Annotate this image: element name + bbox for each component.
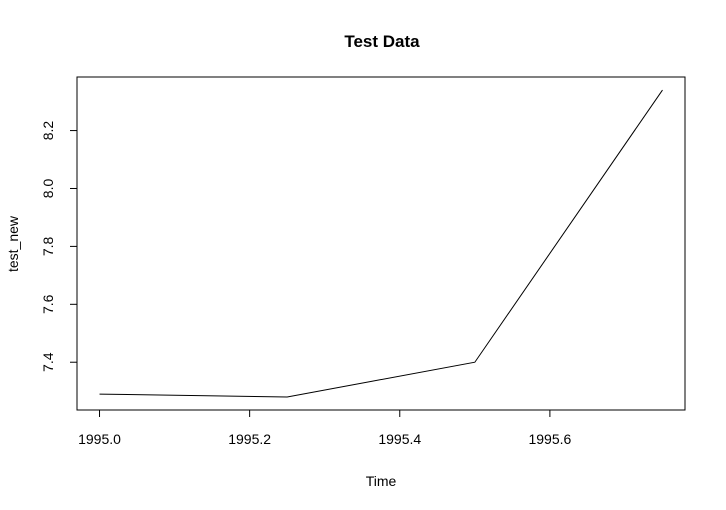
x-tick-label: 1995.0 [78, 431, 121, 447]
x-tick-label: 1995.2 [228, 431, 271, 447]
y-tick-label: 7.4 [40, 352, 56, 372]
y-tick-label: 7.6 [40, 294, 56, 314]
x-tick-label: 1995.4 [378, 431, 421, 447]
x-axis-label: Time [366, 473, 397, 489]
y-tick-label: 7.8 [40, 236, 56, 256]
series-line [99, 89, 663, 398]
y-tick-label: 8.0 [40, 179, 56, 199]
x-axis: 1995.0 1995.2 1995.4 1995.6 [78, 409, 572, 447]
y-axis: 7.4 7.6 7.8 8.0 8.2 [40, 121, 78, 372]
series-group [99, 89, 663, 398]
y-axis-label: test_new [5, 215, 21, 272]
y-tick-label: 8.2 [40, 121, 56, 141]
plot-frame [76, 76, 686, 411]
x-tick-label: 1995.6 [528, 431, 571, 447]
chart-title: Test Data [344, 32, 420, 51]
